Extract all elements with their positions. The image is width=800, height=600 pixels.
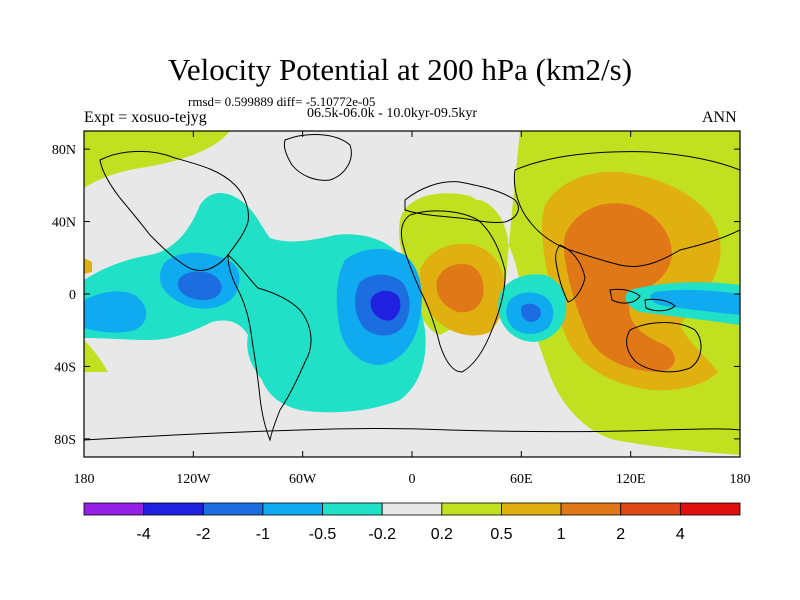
coastlines — [84, 134, 740, 442]
colorbar-swatch — [441, 502, 502, 516]
contour-negative-05 — [650, 289, 740, 315]
y-tick-label: 80S — [54, 433, 76, 448]
y-tick-label: 80N — [52, 143, 76, 158]
colorbar-swatch — [322, 502, 383, 516]
x-tick-label: 0 — [409, 472, 416, 487]
contour-negative-05 — [84, 291, 147, 333]
colorbar-swatch — [560, 502, 622, 516]
x-tick-label: 60W — [289, 472, 317, 487]
contour-positive-1 — [563, 203, 675, 372]
colorbar-swatch — [620, 502, 681, 516]
colorbar-swatch — [679, 502, 741, 516]
x-axis: 180 120W 60W 0 60E 120E 180 — [74, 131, 751, 487]
contour-negative-02 — [84, 193, 426, 413]
x-tick-label: 120E — [616, 472, 646, 487]
period-label: 06.5k-06.0k - 10.0kyr-09.5kyr — [307, 106, 478, 121]
contour-positive-1 — [436, 263, 484, 313]
x-tick-label: 180 — [74, 472, 95, 487]
contour-negative-1 — [520, 303, 541, 322]
y-tick-label: 40S — [54, 360, 76, 375]
colorbar-label: 1 — [557, 526, 566, 543]
experiment-label: Expt = xosuo-tejyg — [84, 109, 207, 126]
x-tick-label: 60E — [510, 472, 533, 487]
colorbar-swatch — [262, 502, 323, 516]
contour-negative-1 — [177, 271, 222, 301]
colorbar-label: 0.5 — [490, 526, 512, 543]
map-field — [84, 131, 740, 457]
colorbar-label: -2 — [196, 526, 210, 543]
colorbar-swatch — [202, 502, 264, 516]
colorbar-swatch — [501, 502, 562, 516]
contour-negative-2 — [370, 290, 401, 321]
contour-positive-02 — [84, 340, 108, 372]
colorbar-label: 2 — [616, 526, 625, 543]
y-axis: 80N 40N 0 40S 80S — [52, 143, 740, 448]
chart-title: Velocity Potential at 200 hPa (km2/s) — [167, 52, 633, 87]
colorbar-label: -0.5 — [309, 526, 337, 543]
colorbar-label: -1 — [256, 526, 270, 543]
season-label: ANN — [702, 109, 737, 126]
stats-line: rmsd= 0.599889 diff= -5.10772e-05 — [188, 94, 376, 109]
colorbar-label: -4 — [137, 526, 151, 543]
x-tick-label: 180 — [730, 472, 751, 487]
contour-positive-05 — [84, 258, 92, 274]
colorbar-label: -0.2 — [368, 526, 396, 543]
colorbar: -4 -2 -1 -0.5 -0.2 0.2 0.5 1 2 4 — [83, 502, 741, 543]
contour-positive-02 — [84, 131, 230, 188]
y-tick-label: 40N — [52, 216, 76, 231]
colorbar-label: 0.2 — [431, 526, 453, 543]
colorbar-swatch — [83, 502, 145, 516]
colorbar-swatch — [143, 502, 204, 516]
y-tick-label: 0 — [69, 288, 76, 303]
colorbar-swatch — [381, 502, 443, 516]
x-tick-label: 120W — [176, 472, 211, 487]
colorbar-label: 4 — [676, 526, 685, 543]
